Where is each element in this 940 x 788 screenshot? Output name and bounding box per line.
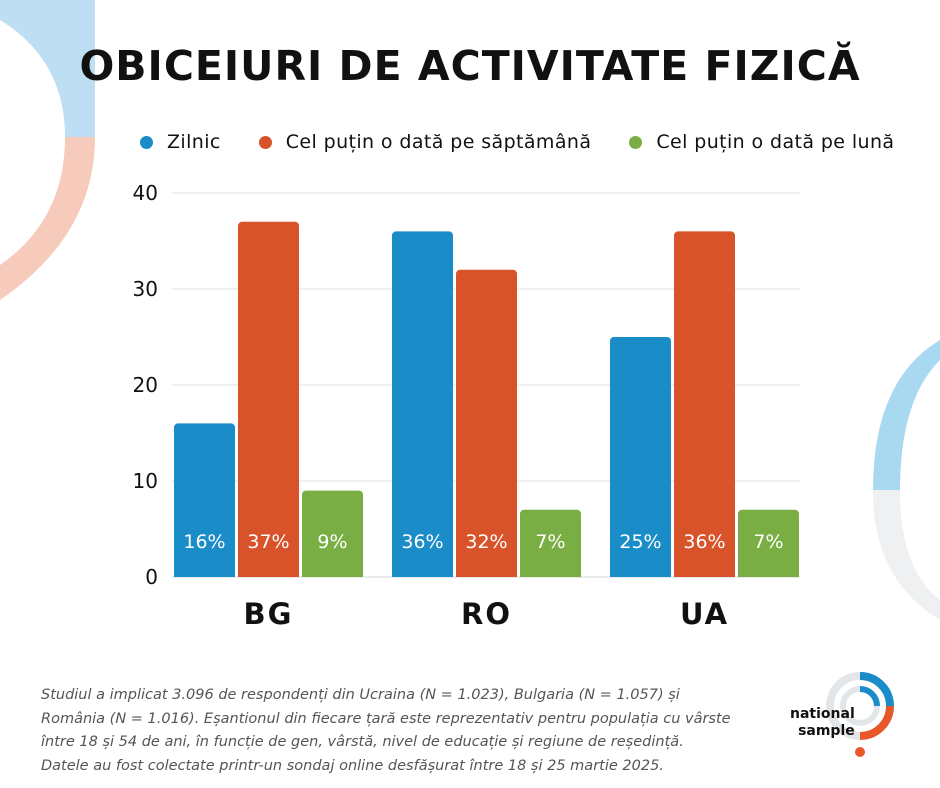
logo-wordmark: national sample xyxy=(790,706,855,740)
chart-legend: Zilnic Cel puțin o dată pe săptămână Cel… xyxy=(140,130,894,154)
x-category-label: BG xyxy=(244,597,294,631)
bar-base xyxy=(174,571,235,577)
bar-ro-monthly xyxy=(520,509,581,577)
bar-ua-monthly xyxy=(738,509,799,577)
logo-mark-icon xyxy=(826,672,894,757)
bar-base xyxy=(610,571,671,577)
data-label: 7% xyxy=(535,531,565,553)
legend-dot-weekly xyxy=(258,135,272,149)
legend-label-monthly: Cel puțin o dată pe lună xyxy=(656,131,895,153)
legend-label-weekly: Cel puțin o dată pe săptămână xyxy=(285,131,592,153)
footnote-line-1: Studiul a implicat 3.096 de respondenți … xyxy=(41,687,680,703)
legend-item-weekly: Cel puțin o dată pe săptămână xyxy=(258,131,592,153)
data-label: 16% xyxy=(183,531,225,553)
data-label: 9% xyxy=(317,531,347,553)
footnote-line-3: între 18 și 54 de ani, în funcție de gen… xyxy=(41,734,684,750)
x-category-label: RO xyxy=(461,597,512,631)
bar-bg-monthly xyxy=(302,490,363,577)
legend-dot-daily xyxy=(140,135,153,149)
bar-base xyxy=(392,571,453,577)
bar-ro-weekly xyxy=(456,269,517,577)
data-label: 7% xyxy=(753,531,783,553)
legend-item-daily: Zilnic xyxy=(140,131,221,153)
legend-dot-monthly xyxy=(629,135,643,149)
footnote-line-4: Datele au fost colectate printr-un sonda… xyxy=(41,757,664,774)
data-label: 25% xyxy=(619,531,661,553)
bar-ua-weekly xyxy=(674,231,735,577)
y-tick-label: 20 xyxy=(133,373,158,397)
chart-title: OBICEIURI DE ACTIVITATE FIZICĂ xyxy=(79,42,861,90)
footnote: Studiul a implicat 3.096 de respondenți … xyxy=(41,684,801,778)
bar-base xyxy=(738,571,799,577)
bar-base xyxy=(456,571,517,577)
y-tick-label: 30 xyxy=(133,277,158,301)
bar-chart: 0 10 20 30 40 16% 37% 9% BG 36% 32% 7% RO 25% 36% 7% UA xyxy=(133,181,800,631)
decor-ring-top-left xyxy=(0,0,95,300)
legend-label-daily: Zilnic xyxy=(167,131,221,153)
legend-item-monthly: Cel puțin o dată pe lună xyxy=(629,131,894,153)
data-label: 37% xyxy=(247,531,289,553)
y-tick-label: 0 xyxy=(145,565,158,589)
bar-base xyxy=(238,571,299,577)
data-label: 32% xyxy=(465,531,507,553)
x-category-label: UA xyxy=(680,597,729,631)
y-tick-label: 40 xyxy=(133,181,158,205)
national-sample-logo: national sample xyxy=(788,668,898,764)
bar-bg-weekly xyxy=(238,221,299,578)
logo-text-line-2: sample xyxy=(798,723,855,739)
bar-base xyxy=(302,571,363,577)
bar-base xyxy=(520,571,581,577)
logo-text-line-1: national xyxy=(790,706,855,722)
bar-bg-daily xyxy=(174,423,235,577)
bar-ro-daily xyxy=(392,231,453,577)
y-tick-label: 10 xyxy=(133,469,158,493)
footnote-line-2: România (N = 1.016). Eșantionul din fiec… xyxy=(41,710,731,727)
data-label: 36% xyxy=(401,531,443,553)
bar-ua-daily xyxy=(610,337,671,577)
bar-base xyxy=(674,571,735,577)
decor-ring-right xyxy=(873,340,940,620)
data-label: 36% xyxy=(683,531,725,553)
